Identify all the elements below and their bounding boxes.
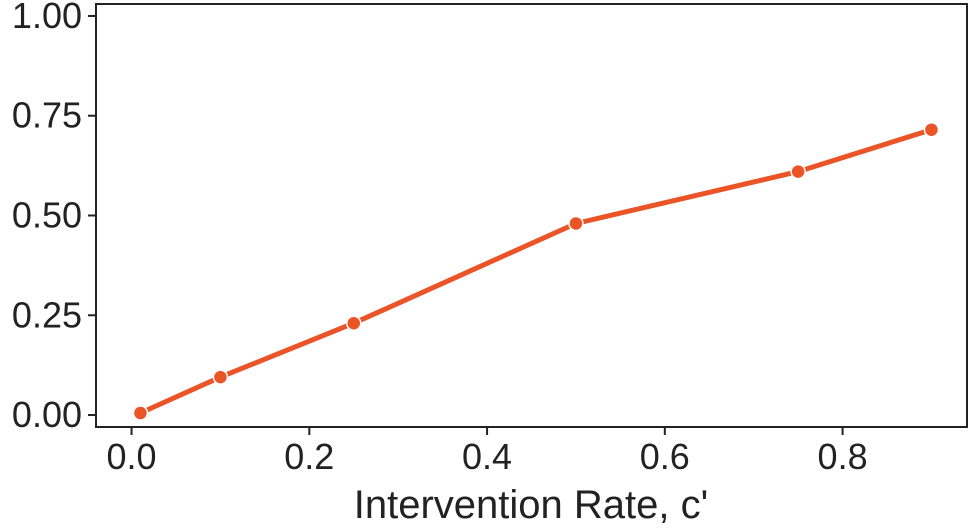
y-tick-label: 0.50 (12, 195, 82, 236)
data-point (568, 215, 584, 232)
data-point (212, 369, 229, 385)
x-tick-label: 0.2 (284, 436, 334, 477)
x-axis-title: Intervention Rate, c' (354, 483, 709, 527)
y-tick-label: 0.75 (12, 95, 82, 136)
series-line (137, 127, 934, 416)
y-tick-label: 0.00 (12, 394, 82, 435)
y-tick-label: 0.25 (12, 294, 82, 335)
series-layer (132, 121, 940, 421)
data-point (345, 315, 362, 331)
x-tick-label: 0.8 (818, 436, 868, 477)
data-point (132, 405, 149, 421)
data-point (923, 121, 940, 138)
data-point (790, 163, 806, 180)
y-tick-label: 1.00 (12, 0, 82, 36)
x-tick-label: 0.4 (462, 436, 512, 477)
x-tick-label: 0.0 (107, 436, 157, 477)
x-axis-ticks: 0.0 0.2 0.4 0.6 0.8 (107, 427, 868, 477)
x-tick-label: 0.6 (640, 436, 690, 477)
y-axis-ticks: 0.00 0.25 0.50 0.75 1.00 (12, 0, 96, 435)
